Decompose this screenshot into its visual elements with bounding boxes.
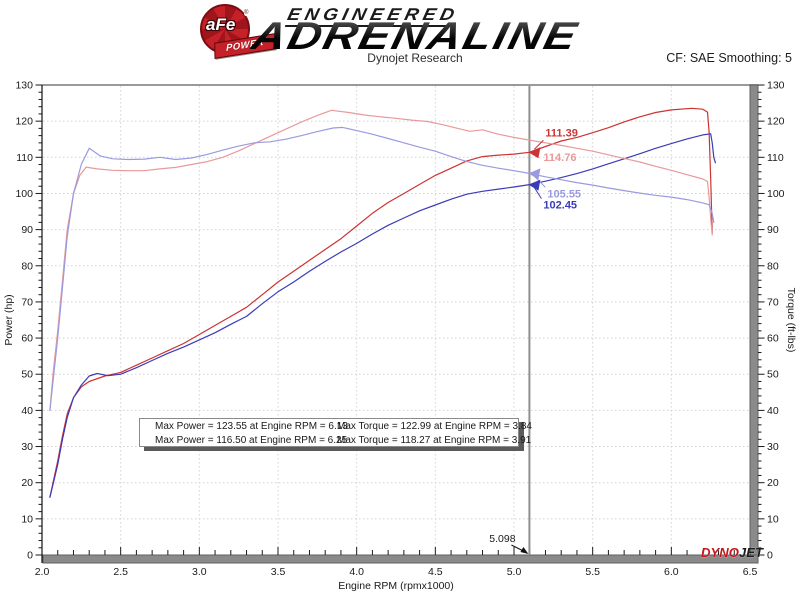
y-axis-label-left: 20	[21, 477, 33, 489]
y-axis-label-left: 100	[15, 188, 33, 200]
legend-text: Max Torque = 122.99 at Engine RPM = 3.84	[337, 420, 532, 432]
x-axis-label: 4.5	[428, 566, 443, 578]
x-axis-label: 5.5	[585, 566, 600, 578]
readout-arrow	[528, 179, 541, 191]
y-axis-label-right: 50	[767, 369, 779, 381]
right-axis-bar	[749, 84, 759, 564]
y-axis-label-right: 60	[767, 333, 779, 345]
dynojet-logo-jet: JET	[738, 546, 764, 560]
dynojet-logo-dyno: DYNO	[701, 546, 739, 560]
x-axis-label: 5.0	[507, 566, 522, 578]
y-axis-label-left: 130	[15, 80, 33, 92]
legend-item-torque_stock: Max Torque = 118.27 at Engine RPM = 3.91	[332, 434, 532, 446]
y-axis-label-left: 70	[21, 296, 33, 308]
y-axis-label-left: 10	[21, 513, 33, 525]
correction-factor-label: CF: SAE Smoothing: 5	[666, 51, 792, 65]
legend-text: Max Torque = 118.27 at Engine RPM = 3.91	[337, 434, 532, 446]
y-axis-label-right: 40	[767, 405, 779, 417]
curve-torque_afe	[49, 109, 713, 411]
curve-power_stock	[49, 133, 717, 498]
y-axis-label-left: 60	[21, 333, 33, 345]
cursor-readout-power_afe: 111.39	[545, 127, 577, 139]
cursor-x-arrow-line	[511, 544, 524, 552]
readout-arrow	[528, 147, 541, 159]
cursor-readout-torque_stock: 105.55	[547, 188, 581, 200]
y-axis-label-left: 90	[21, 224, 33, 236]
y-axis-label-right: 120	[767, 116, 785, 128]
y-axis-label-right: 30	[767, 441, 779, 453]
x-axis-label: 4.0	[349, 566, 364, 578]
y-axis-label-right: 110	[767, 152, 784, 164]
curve-torque_stock	[49, 126, 715, 411]
y-axis-label-right: 20	[767, 477, 779, 489]
registered-mark: ®	[244, 10, 249, 16]
cursor-readout-torque_afe: 114.76	[543, 152, 576, 164]
y-axis-label-right: 130	[767, 80, 785, 92]
dynojet-research-subtitle: Dynojet Research	[367, 51, 463, 65]
legend-text: Max Power = 123.55 at Engine RPM = 6.13	[155, 420, 348, 432]
y-axis-label-right: 80	[767, 260, 779, 272]
left-axis-title: Power (hp)	[3, 294, 15, 345]
readout-leader	[533, 187, 542, 199]
x-axis-label: 6.0	[664, 566, 679, 578]
y-axis-label-left: 0	[27, 550, 33, 562]
legend-item-torque_afe: Max Torque = 122.99 at Engine RPM = 3.84	[332, 420, 532, 432]
readout-arrow	[528, 168, 541, 180]
legend-text: Max Power = 116.50 at Engine RPM = 6.25	[155, 434, 348, 446]
cursor-readout-power_stock: 102.45	[543, 200, 577, 212]
cursor-x-value: 5.098	[489, 533, 515, 545]
dyno-chart[interactable]: 0 0 10 10 20 20 30 30 40 40 50 50 60 60 70 70 80 80 90 90 10…	[0, 70, 800, 600]
x-axis-label: 3.0	[192, 566, 207, 578]
y-axis-label-left: 30	[21, 441, 33, 453]
chart-legend[interactable]: Max Power = 123.55 at Engine RPM = 6.13 M…	[139, 418, 532, 447]
bottom-axis-bar	[42, 554, 759, 564]
cursor-x-arrow-head	[520, 547, 529, 554]
legend-item-power_afe: Max Power = 123.55 at Engine RPM = 6.13	[150, 421, 348, 432]
afe-logo-text: aFe	[206, 15, 236, 34]
x-axis-label: 3.5	[271, 566, 286, 578]
y-axis-label-right: 10	[767, 513, 779, 525]
y-axis-label-right: 90	[767, 224, 779, 236]
y-axis-label-left: 80	[21, 260, 33, 272]
y-axis-label-right: 0	[767, 550, 773, 562]
y-axis-label-left: 50	[21, 369, 33, 381]
y-axis-label-left: 120	[15, 116, 33, 128]
y-axis-label-left: 110	[16, 152, 33, 164]
x-axis-label: 2.5	[113, 566, 128, 578]
right-axis-title: Torque (ft-lbs)	[785, 288, 797, 353]
legend-item-power_stock: Max Power = 116.50 at Engine RPM = 6.25	[150, 435, 347, 446]
x-axis-label: 2.0	[35, 566, 50, 578]
y-axis-label-right: 100	[767, 188, 785, 200]
readout-leader	[534, 139, 544, 150]
y-axis-label-right: 70	[767, 296, 779, 308]
curve-power_afe	[49, 107, 713, 498]
x-axis-title: Engine RPM (rpmx1000)	[338, 580, 454, 592]
dynojet-logo: DYNOJET	[701, 546, 763, 560]
afe-power-logo: aFe ® POWER	[198, 2, 286, 59]
y-axis-label-left: 40	[21, 405, 33, 417]
x-axis-label: 6.5	[743, 566, 758, 578]
